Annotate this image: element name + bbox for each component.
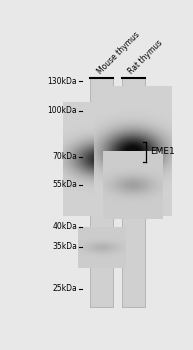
Text: 25kDa: 25kDa [52,284,77,293]
Bar [122,78,145,307]
Text: 100kDa: 100kDa [48,106,77,115]
Text: EME1: EME1 [150,147,174,156]
Text: Rat thymus: Rat thymus [127,38,165,76]
Text: 55kDa: 55kDa [52,180,77,189]
Text: 40kDa: 40kDa [52,222,77,231]
Text: 35kDa: 35kDa [52,242,77,251]
Text: 130kDa: 130kDa [48,77,77,86]
Text: 70kDa: 70kDa [52,152,77,161]
Bar [90,78,113,307]
Text: Mouse thymus: Mouse thymus [96,30,141,76]
